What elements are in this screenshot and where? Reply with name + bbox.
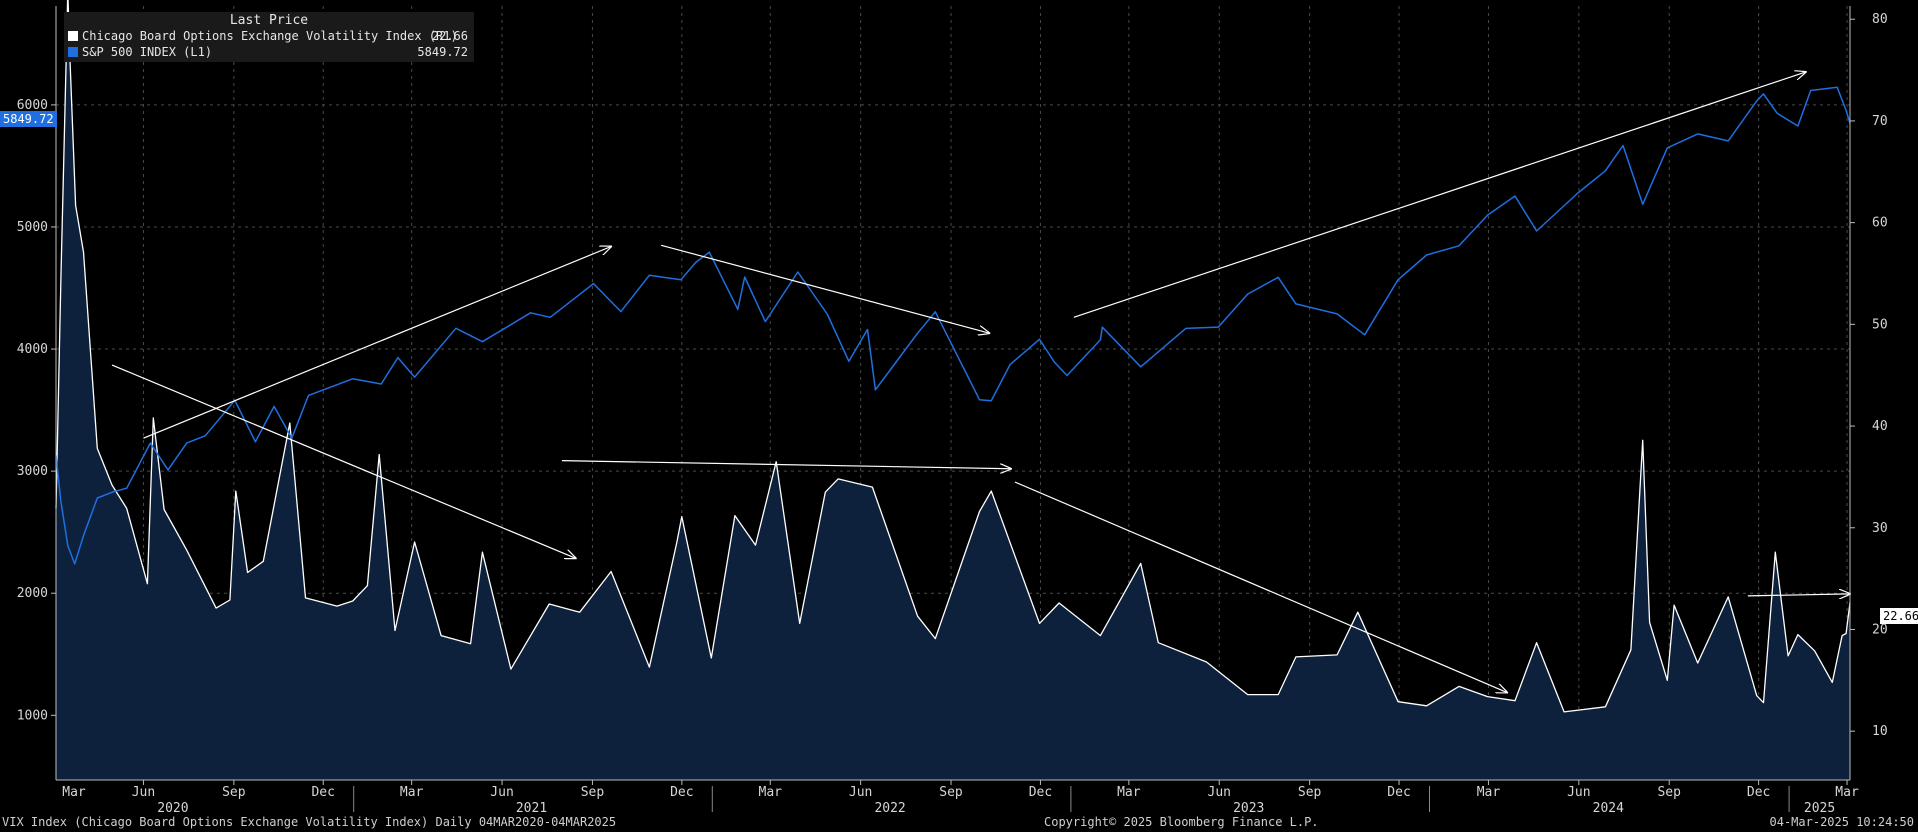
- trend-arrow: [111, 364, 576, 558]
- x-year-label: 2022: [874, 801, 905, 816]
- x-year-label: 2020: [157, 801, 188, 816]
- footer-left: VIX Index (Chicago Board Options Exchang…: [2, 815, 617, 829]
- vix-area-fill: [56, 0, 1850, 780]
- footer-center: Copyright© 2025 Bloomberg Finance L.P.: [1044, 815, 1319, 829]
- legend-swatch-spx: [68, 47, 78, 57]
- left-tick-label: 1000: [17, 708, 48, 723]
- x-tick-label: Sep: [581, 785, 605, 800]
- x-tick-label: Mar: [759, 785, 783, 800]
- x-tick-label: Jun: [849, 785, 872, 800]
- spx-line: [55, 86, 1851, 565]
- left-tick-label: 5000: [17, 220, 48, 235]
- footer-right: 04-Mar-2025 10:24:50: [1769, 815, 1915, 829]
- trend-arrow: [561, 460, 1011, 469]
- x-tick-label: Dec: [311, 785, 334, 800]
- trend-arrow: [1014, 481, 1507, 693]
- left-tick-label: 4000: [17, 342, 48, 357]
- x-tick-label: Jun: [1567, 785, 1590, 800]
- trend-arrow: [143, 247, 611, 439]
- right-tick-label: 80: [1872, 12, 1888, 27]
- x-tick-label: Dec: [1387, 785, 1410, 800]
- trend-arrow: [661, 244, 989, 333]
- legend-row-vix: Chicago Board Options Exchange Volatilit…: [68, 29, 468, 44]
- spx-last-value-tag: 5849.72: [0, 111, 57, 127]
- vix-area: [55, 0, 1851, 780]
- axes: 1000 2000 3000 4000 5000 6000 10 20 30 40 50 60 70 80…: [17, 6, 1888, 816]
- x-tick-label: Dec: [670, 785, 693, 800]
- legend-swatch-vix: [68, 31, 78, 41]
- x-tick-label: Sep: [939, 785, 963, 800]
- left-tick-label: 2000: [17, 586, 48, 601]
- x-tick-label: Jun: [132, 785, 155, 800]
- x-tick-label: Sep: [1298, 785, 1322, 800]
- trend-arrow: [1073, 72, 1806, 318]
- x-tick-label: Mar: [400, 785, 424, 800]
- left-tick-label: 3000: [17, 464, 48, 479]
- trend-arrow: [1747, 594, 1850, 596]
- legend: Last Price Chicago Board Options Exchang…: [64, 12, 474, 62]
- x-year-label: 2024: [1593, 801, 1624, 816]
- legend-name-spx: S&P 500 INDEX (L1): [82, 45, 213, 59]
- x-tick-label: Sep: [1657, 785, 1681, 800]
- x-tick-label: Mar: [1117, 785, 1141, 800]
- x-year-label: 2021: [516, 801, 547, 816]
- right-tick-label: 30: [1872, 521, 1888, 536]
- x-tick-label: Jun: [1208, 785, 1231, 800]
- legend-row-spx: S&P 500 INDEX (L1) 5849.72: [68, 45, 468, 60]
- legend-value-vix: 22.66: [431, 29, 468, 43]
- vix-last-value-tag: 22.66: [1880, 608, 1918, 624]
- x-year-label: 2025: [1804, 801, 1835, 816]
- x-tick-label: Dec: [1029, 785, 1052, 800]
- x-tick-label: Mar: [1477, 785, 1501, 800]
- trend-arrows: [111, 72, 1850, 693]
- right-tick-label: 60: [1872, 216, 1888, 231]
- right-tick-label: 70: [1872, 114, 1888, 129]
- right-tick-label: 50: [1872, 317, 1888, 332]
- x-tick-label: Sep: [222, 785, 246, 800]
- vix-line: [55, 0, 1851, 713]
- legend-header: Last Price: [229, 13, 309, 28]
- x-tick-label: Dec: [1747, 785, 1770, 800]
- legend-name-vix: Chicago Board Options Exchange Volatilit…: [82, 29, 458, 43]
- right-tick-label: 20: [1872, 622, 1888, 637]
- left-tick-label: 6000: [17, 98, 48, 113]
- right-tick-label: 10: [1872, 724, 1888, 739]
- legend-value-spx: 5849.72: [417, 45, 468, 59]
- x-tick-label: Mar: [1835, 785, 1859, 800]
- right-tick-label: 40: [1872, 419, 1888, 434]
- x-tick-label: Mar: [62, 785, 86, 800]
- x-year-label: 2023: [1233, 801, 1264, 816]
- spx-line-path: [55, 86, 1851, 565]
- x-tick-label: Jun: [490, 785, 513, 800]
